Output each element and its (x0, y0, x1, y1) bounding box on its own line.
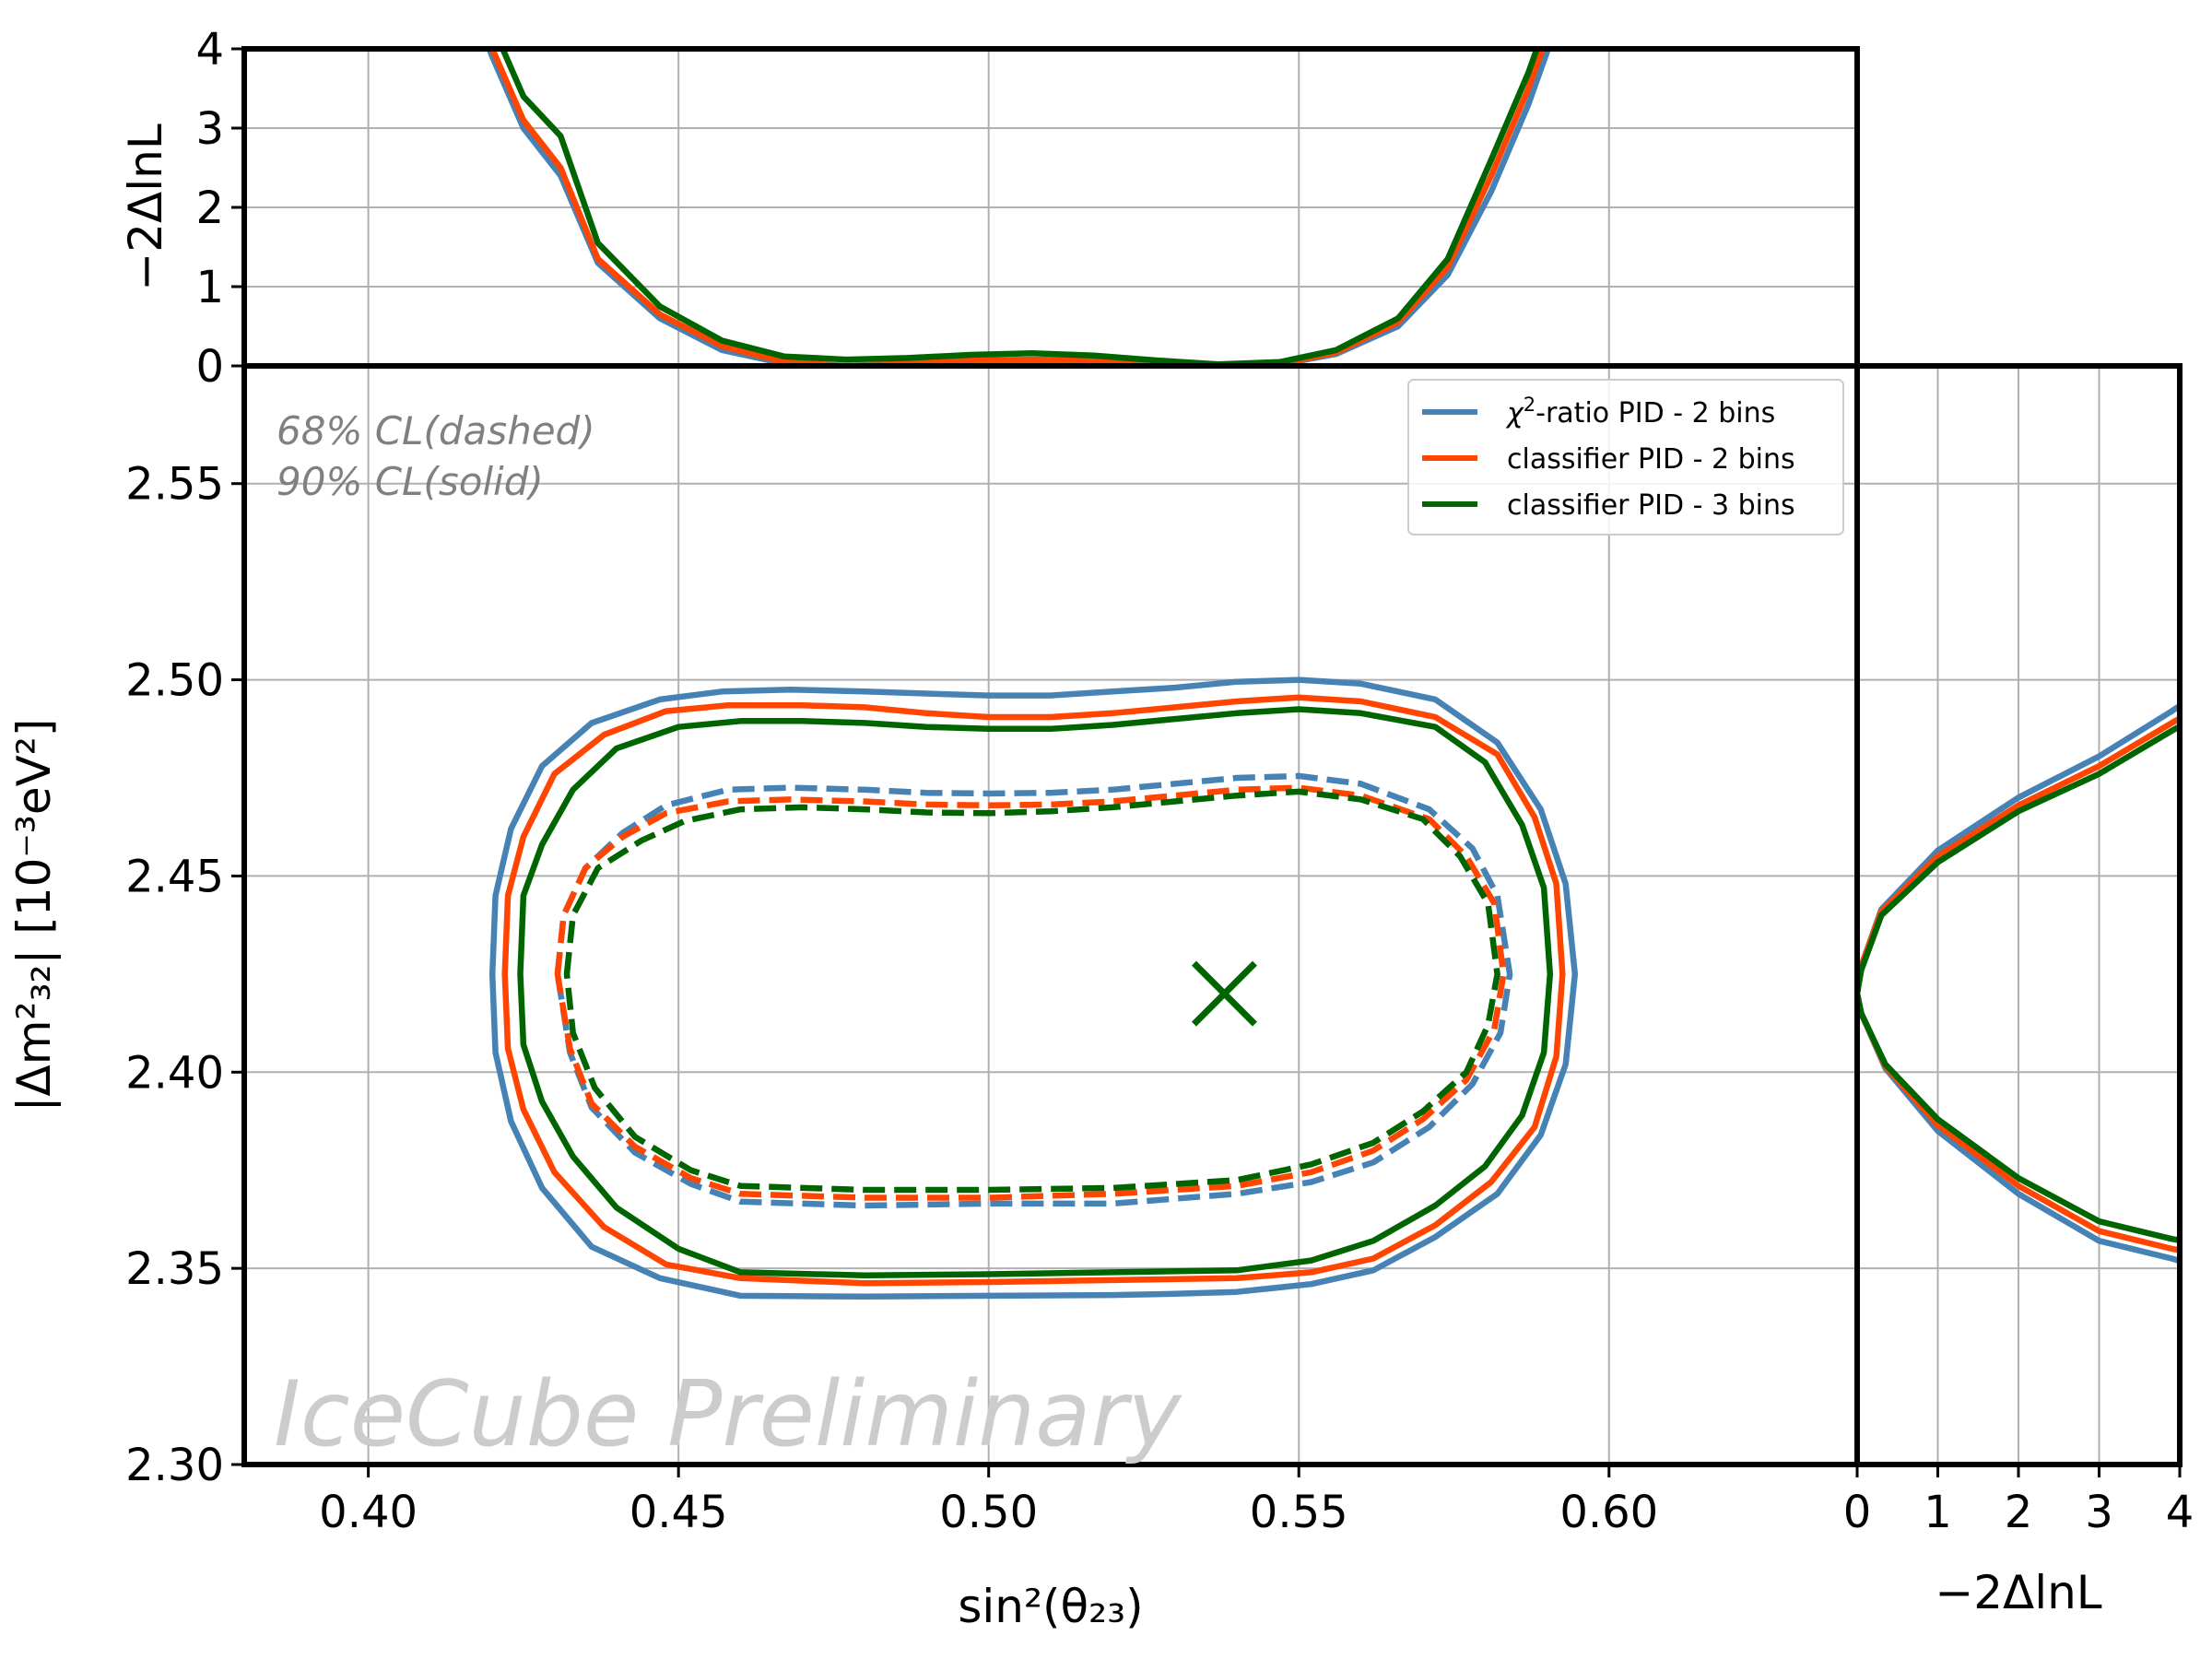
main-y-tick-label-4: 2.50 (125, 655, 224, 707)
right-line-classifier-pid-3-bins (1857, 723, 2180, 1244)
watermark-text: IceCube Preliminary (274, 1362, 1183, 1467)
contour-90-classifier-pid-2-bins (501, 694, 1566, 1287)
main-contours (488, 677, 1579, 1300)
top-y-tick-label-4: 4 (195, 24, 224, 76)
main-x-tick-label-1: 0.45 (629, 1487, 728, 1538)
top-profile-lines (486, 49, 1552, 366)
top-panel: 0 1 2 3 4 −2ΔlnL (119, 24, 1860, 393)
best-fit-marker (1191, 960, 1257, 1027)
top-line-classifier-pid-2-bins (488, 49, 1547, 366)
legend-label-0: χ2-ratio PID - 2 bins (1505, 394, 1775, 429)
right-panel: 0 1 2 3 4 −2ΔlnL (1843, 363, 2194, 1619)
contour-68-classifier-pid-2-bins (554, 784, 1507, 1201)
top-y-axis-label: −2ΔlnL (119, 124, 172, 290)
annotation-68: 68% CL(dashed) (276, 408, 595, 453)
top-y-tick-label-1: 1 (195, 262, 224, 313)
main-y-axis-label: |Δm²₃₂| [10⁻³eV²] (7, 719, 61, 1112)
annotation-90: 90% CL(solid) (276, 459, 544, 504)
top-y-ticks: 0 1 2 3 4 (195, 24, 244, 393)
right-line-ratio-pid-2-bins (1857, 701, 2180, 1265)
main-x-ticks: 0.40 0.45 0.50 0.55 0.60 (319, 1465, 1658, 1538)
legend-label-1: classifier PID - 2 bins (1507, 443, 1795, 476)
main-y-tick-label-0: 2.30 (125, 1440, 224, 1491)
main-y-tick-label-3: 2.45 (125, 851, 224, 902)
main-y-tick-label-1: 2.35 (125, 1243, 224, 1295)
main-x-tick-label-3: 0.55 (1250, 1487, 1348, 1538)
right-grid (1857, 366, 2180, 1465)
legend: χ2-ratio PID - 2 bins classifier PID - 2 … (1407, 379, 1844, 535)
right-x-tick-label-0: 0 (1843, 1487, 1872, 1538)
right-x-tick-label-3: 3 (2085, 1487, 2113, 1538)
main-x-axis-label: sin²(θ₂₃) (958, 1580, 1143, 1633)
right-x-ticks: 0 1 2 3 4 (1843, 1465, 2194, 1538)
contour-90-ratio-pid-2-bins (488, 677, 1579, 1300)
right-x-axis-label: −2ΔlnL (1935, 1566, 2101, 1619)
right-x-tick-label-1: 1 (1924, 1487, 1952, 1538)
main-x-tick-label-2: 0.50 (939, 1487, 1038, 1538)
contour-68-classifier-pid-3-bins (563, 788, 1500, 1194)
contour-90-classifier-pid-3-bins (517, 706, 1554, 1279)
top-y-tick-label-0: 0 (195, 341, 224, 393)
main-x-tick-label-4: 0.60 (1559, 1487, 1658, 1538)
legend-box (1407, 379, 1844, 535)
main-x-tick-label-0: 0.40 (319, 1487, 418, 1538)
main-y-tick-label-2: 2.40 (125, 1047, 224, 1099)
top-y-tick-label-3: 3 (195, 103, 224, 155)
right-x-tick-label-2: 2 (2005, 1487, 2033, 1538)
top-line-ratio-pid-2-bins (486, 49, 1552, 366)
top-y-tick-label-2: 2 (195, 182, 224, 234)
right-profile-lines (1857, 701, 2180, 1265)
main-y-ticks: 2.30 2.35 2.40 2.45 2.50 2.55 (125, 459, 244, 1491)
top-grid (244, 49, 1857, 366)
main-y-tick-label-5: 2.55 (125, 459, 224, 511)
legend-label-2: classifier PID - 3 bins (1507, 489, 1795, 522)
right-x-tick-label-4: 4 (2166, 1487, 2194, 1538)
best-fit-stroke-b (1191, 960, 1257, 1027)
contour-68-ratio-pid-2-bins (554, 772, 1513, 1209)
top-line-classifier-pid-3-bins (499, 49, 1540, 366)
right-line-classifier-pid-2-bins (1857, 714, 2180, 1253)
main-panel: 0.40 0.45 0.50 0.55 0.60 2.30 2.35 2.40 2.45 2.5… (7, 363, 1860, 1633)
